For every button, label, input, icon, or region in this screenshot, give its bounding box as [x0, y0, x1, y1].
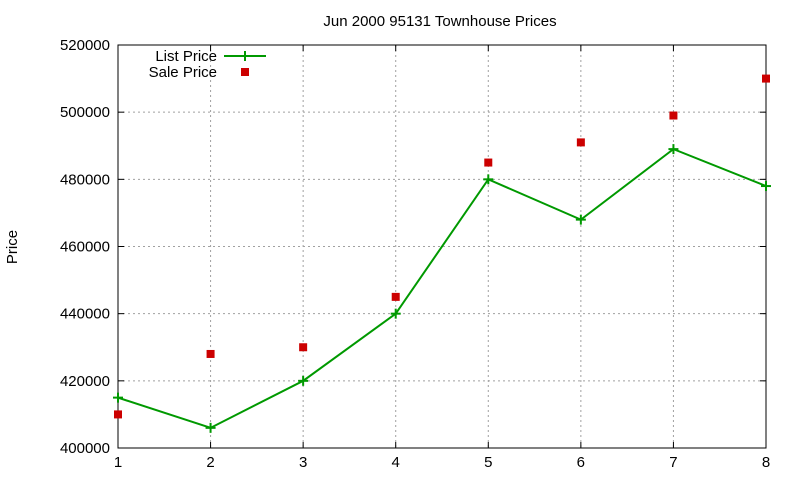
- data-point: [669, 111, 678, 120]
- y-tick-label: 500000: [60, 104, 110, 121]
- legend-swatch-marker: [241, 68, 249, 76]
- y-tick-label: 480000: [60, 171, 110, 188]
- data-point: [206, 349, 215, 358]
- legend-swatch-marker: [240, 51, 250, 61]
- x-tick-label: 7: [669, 454, 677, 471]
- data-point: [761, 181, 771, 192]
- data-point: [114, 410, 122, 419]
- x-tick-label: 3: [299, 454, 307, 471]
- data-point: [113, 392, 123, 403]
- series-sale-price: [114, 74, 770, 419]
- data-point: [484, 158, 493, 167]
- chart-title: Jun 2000 95131 Townhouse Prices: [323, 13, 556, 30]
- series-list-price: [113, 144, 771, 433]
- y-tick-label: 460000: [60, 239, 110, 256]
- data-point: [668, 144, 679, 155]
- x-tick-label: 5: [484, 454, 492, 471]
- grid: [118, 45, 766, 448]
- y-tick-label: 420000: [60, 373, 110, 390]
- data-point: [205, 422, 216, 433]
- data-point: [390, 308, 401, 319]
- x-tick-label: 1: [114, 454, 122, 471]
- y-tick-label: 520000: [60, 37, 110, 54]
- y-tick-label: 440000: [60, 306, 110, 323]
- y-tick-label: 400000: [60, 440, 110, 457]
- y-axis-title: Price: [4, 230, 21, 264]
- data-point: [575, 214, 586, 225]
- data-point: [576, 138, 585, 147]
- series-line: [117, 147, 767, 429]
- axis-ticks: 400000 420000 440000 460000 480000 500000 5200…: [60, 37, 770, 471]
- x-tick-label: 2: [206, 454, 214, 471]
- data-point: [391, 292, 400, 301]
- x-tick-label: 4: [392, 454, 400, 471]
- data-point: [762, 74, 770, 83]
- legend-label: Sale Price: [149, 64, 217, 81]
- series-layer: [113, 74, 771, 433]
- data-point: [483, 174, 494, 185]
- data-point: [298, 375, 309, 386]
- x-tick-label: 6: [577, 454, 585, 471]
- x-tick-label: 8: [762, 454, 770, 471]
- data-point: [299, 343, 308, 352]
- legend-label: List Price: [155, 48, 217, 65]
